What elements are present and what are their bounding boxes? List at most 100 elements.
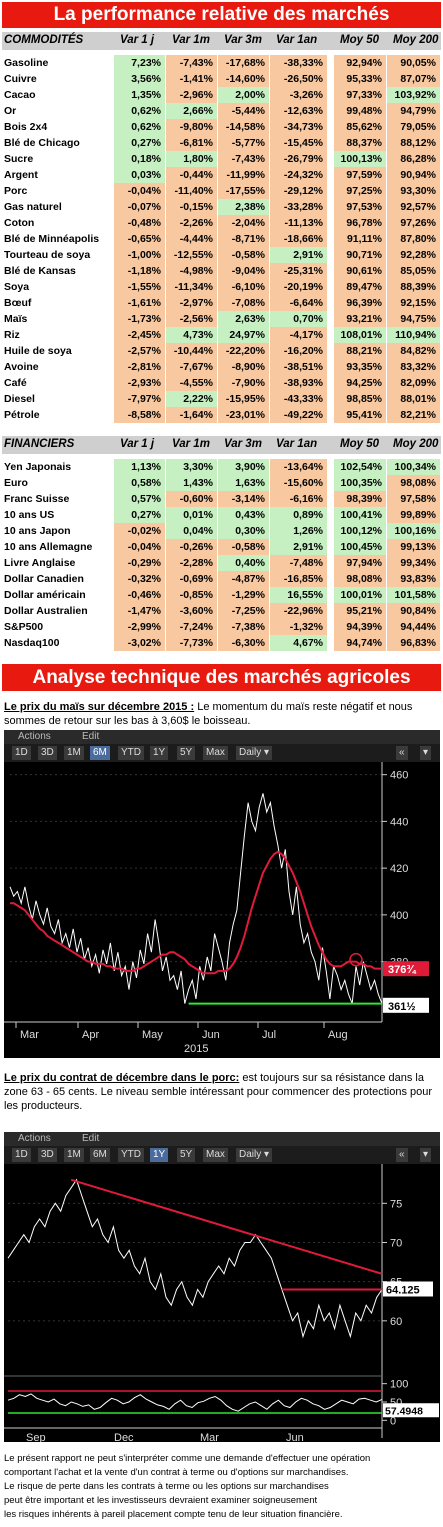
table-cell: -7,90% [218,375,269,391]
range-button-1m[interactable]: 1M [64,746,84,760]
table-cell: 93,83% [387,571,440,587]
table-row: Euro 0,58% 1,43% 1,63% -15,60% 100,35% 98,08% [2,475,441,491]
table-cell: -11,13% [270,215,327,231]
table-cell: 2,91% [270,539,327,555]
table-cell: -2,57% [114,343,165,359]
row-label: Nasdaq100 [4,637,60,649]
table-row: Maïs -1,73% -2,56% 2,63% 0,70% 93,21% 94,75% [2,311,441,327]
table-cell: -10,44% [166,343,217,359]
table-cell: -5,77% [218,135,269,151]
range-button-1d[interactable]: 1D [12,746,31,760]
table-cell: 90,84% [387,603,440,619]
range-button-5y[interactable]: 5Y [177,746,196,760]
row-label: Porc [4,185,28,197]
row-label: Gasoline [4,57,49,69]
table-cell: 0,18% [114,151,165,167]
menu-dropdown-button[interactable]: ▾ [420,746,432,760]
corn-menu-actions[interactable]: Actions [18,731,51,742]
table-row: Blé de Minnéapolis -0,65% -4,44% -8,71% -18,… [2,231,441,247]
table-row: Gas naturel -0,07% -0,15% 2,38% -33,28% 97,53… [2,199,441,215]
column-header: Moy 200 [393,438,439,450]
table-row: Nasdaq100 -3,02% -7,73% -6,30% 4,67% 94,74% 96… [2,635,441,651]
range-button-1m[interactable]: 1M [64,1148,84,1162]
corn-range-bar: 1D 3D 1M 6M YTD 1Y 5Y Max Daily ▾ « ▾ [4,744,440,762]
column-header: Var 1 j [120,34,155,46]
table-cell: -17,68% [218,55,269,71]
table-cell: 93,35% [334,359,386,375]
table-row: Blé de Chicago 0,27% -6,81% -5,77% -15,45% 88… [2,135,441,151]
hog-osc-tick-label: 0 [390,1415,396,1427]
table-row: Or 0,62% 2,66% -5,44% -12,63% 99,48% 94,79% [2,103,441,119]
range-button-1y[interactable]: 1Y [150,746,169,760]
range-button-3d[interactable]: 3D [38,746,57,760]
hog-range-bar: 1D 3D 1M 6M YTD 1Y 5Y Max Daily ▾ « ▾ [4,1146,440,1164]
table-cell: -2,04% [218,215,269,231]
corn-month-label: May [142,1029,163,1041]
hog-price-line [7,1178,383,1339]
range-button-max[interactable]: Max [203,1148,228,1162]
table-cell: 4,67% [270,635,327,651]
table-cell: -7,67% [166,359,217,375]
table-cell: 100,13% [334,151,386,167]
table-cell: -6,16% [270,491,327,507]
range-button-ytd[interactable]: YTD [118,1148,144,1162]
table-cell: -1,18% [114,263,165,279]
table-cell: 92,94% [334,55,386,71]
table-cell: -3,02% [114,635,165,651]
range-button-ytd[interactable]: YTD [118,746,144,760]
table-cell: -23,01% [218,407,269,423]
table-cell: -11,99% [218,167,269,183]
table-row: Pétrole -8,58% -1,64% -23,01% -49,22% 95,41% 8… [2,407,441,423]
table-cell: 82,09% [387,375,440,391]
table-cell: -24,32% [270,167,327,183]
range-button-max[interactable]: Max [203,746,228,760]
column-header: Var 3m [224,34,262,46]
table-cell: -0,58% [218,539,269,555]
hog-osc-tick-label: 100 [390,1379,408,1391]
table-cell: 0,27% [114,135,165,151]
table-cell: 0,27% [114,507,165,523]
range-button-6m[interactable]: 6M [90,1148,110,1162]
table-cell: 94,39% [334,619,386,635]
range-button-1y[interactable]: 1Y [150,1148,169,1162]
table-cell: 1,26% [270,523,327,539]
range-button-daily[interactable]: Daily ▾ [236,1148,273,1162]
table-cell: -1,73% [114,311,165,327]
table-cell: -18,66% [270,231,327,247]
table-cell: -7,43% [166,55,217,71]
range-button-1d[interactable]: 1D [12,1148,31,1162]
row-label: Euro [4,477,28,489]
column-header: Moy 50 [340,34,379,46]
table-cell: -7,43% [218,151,269,167]
table-cell: 102,54% [334,459,386,475]
table-row: Coton -0,48% -2,26% -2,04% -11,13% 96,78% 97,2… [2,215,441,231]
corn-menu-edit[interactable]: Edit [82,731,100,742]
column-header: Var 1an [276,438,318,450]
row-label: Cuivre [4,73,37,85]
range-button-5y[interactable]: 5Y [177,1148,196,1162]
table-cell: -0,58% [218,247,269,263]
back-button[interactable]: « [396,1148,408,1162]
table-cell: -6,10% [218,279,269,295]
table-cell: -7,97% [114,391,165,407]
range-button-3d[interactable]: 3D [38,1148,57,1162]
corn-price-label: 361½ [388,1001,416,1013]
back-button[interactable]: « [396,746,408,760]
menu-dropdown-button[interactable]: ▾ [420,1148,432,1162]
table-cell: 88,21% [334,343,386,359]
range-button-daily[interactable]: Daily ▾ [236,746,273,760]
hog-menu-edit[interactable]: Edit [82,1133,100,1144]
hog-osc-label: 57.4948 [385,1405,423,1417]
table-cell: 88,39% [387,279,440,295]
table-cell: -9,04% [218,263,269,279]
table-row: Gasoline 7,23% -7,43% -17,68% -38,33% 92,94% 9… [2,55,441,71]
corn-plot-background [4,762,440,1058]
column-header: Var 1m [172,438,210,450]
hog-menu-actions[interactable]: Actions [18,1133,51,1144]
table-cell: -0,65% [114,231,165,247]
corn-menubar: Actions Edit [4,730,440,744]
range-button-6m[interactable]: 6M [90,746,110,760]
table-cell: 86,28% [387,151,440,167]
row-label: Soya [4,281,30,293]
